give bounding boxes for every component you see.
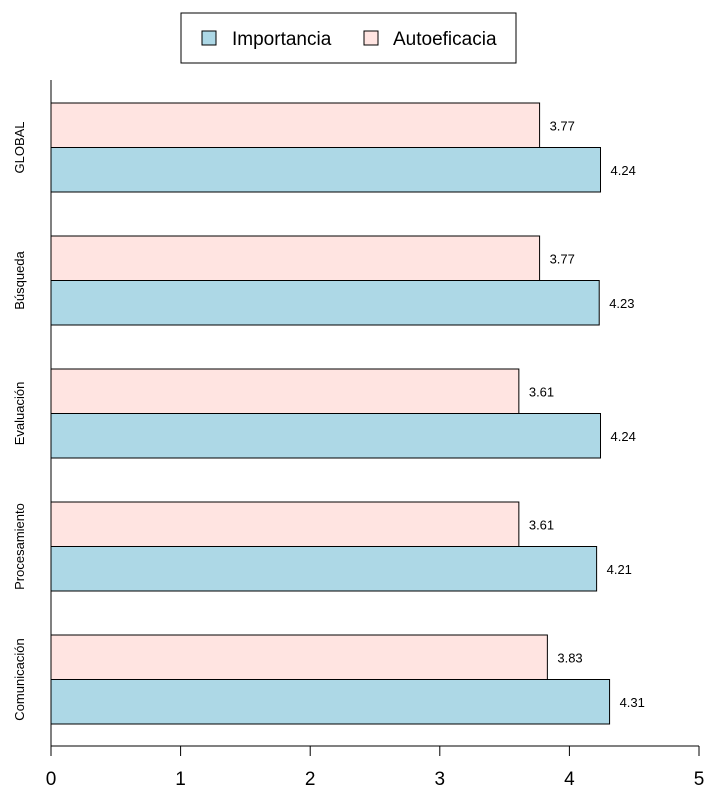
legend-label-autoeficacia: Autoeficacia [393,29,497,50]
category-label-busqueda: Búsqueda [12,250,27,309]
bar-importancia-comunicacion [50,679,611,725]
value-label-importancia-global: 4.24 [611,163,636,178]
x-tick-label-5: 5 [694,769,704,790]
bar-autoeficacia-evaluacion [50,368,520,414]
value-label-autoeficacia-evaluacion: 3.61 [529,384,554,399]
bar-autoeficacia-comunicacion [50,634,548,680]
x-tick-label-0: 0 [46,769,57,790]
x-tick-label-4: 4 [564,769,575,790]
legend-box [180,12,517,64]
bar-importancia-procesamiento [50,546,598,592]
legend: Importancia Autoeficacia [180,12,517,64]
value-label-autoeficacia-global: 3.77 [550,118,575,133]
bars-group: 3.83 4.31 3.61 4.21 3.61 4.24 3.77 4.23 3.77 4.24 [50,102,645,725]
bar-importancia-global [50,147,602,193]
legend-swatch-autoeficacia [363,30,379,46]
value-label-importancia-busqueda: 4.23 [609,296,634,311]
bar-autoeficacia-procesamiento [50,501,520,547]
value-label-autoeficacia-procesamiento: 3.61 [529,517,554,532]
category-label-evaluacion: Evaluación [12,382,27,446]
legend-swatch-importancia [201,30,217,46]
bar-autoeficacia-busqueda [50,235,541,281]
value-label-importancia-procesamiento: 4.21 [607,562,632,577]
x-axis-ticks: 0 1 2 3 4 5 [46,746,704,790]
bar-importancia-busqueda [50,280,600,326]
category-labels: Comunicación Procesamiento Evaluación Búsqu… [12,121,27,720]
x-tick-label-3: 3 [435,769,446,790]
category-label-global: GLOBAL [12,121,27,173]
x-tick-label-2: 2 [305,769,316,790]
category-label-procesamiento: Procesamiento [12,503,27,590]
value-label-autoeficacia-busqueda: 3.77 [550,251,575,266]
value-label-importancia-evaluacion: 4.24 [611,429,636,444]
value-label-importancia-comunicacion: 4.31 [620,695,645,710]
bar-autoeficacia-global [50,102,541,148]
category-label-comunicacion: Comunicación [12,638,27,720]
value-label-autoeficacia-comunicacion: 3.83 [557,650,582,665]
legend-label-importancia: Importancia [232,29,332,50]
x-tick-label-1: 1 [175,769,186,790]
bar-importancia-evaluacion [50,413,602,459]
